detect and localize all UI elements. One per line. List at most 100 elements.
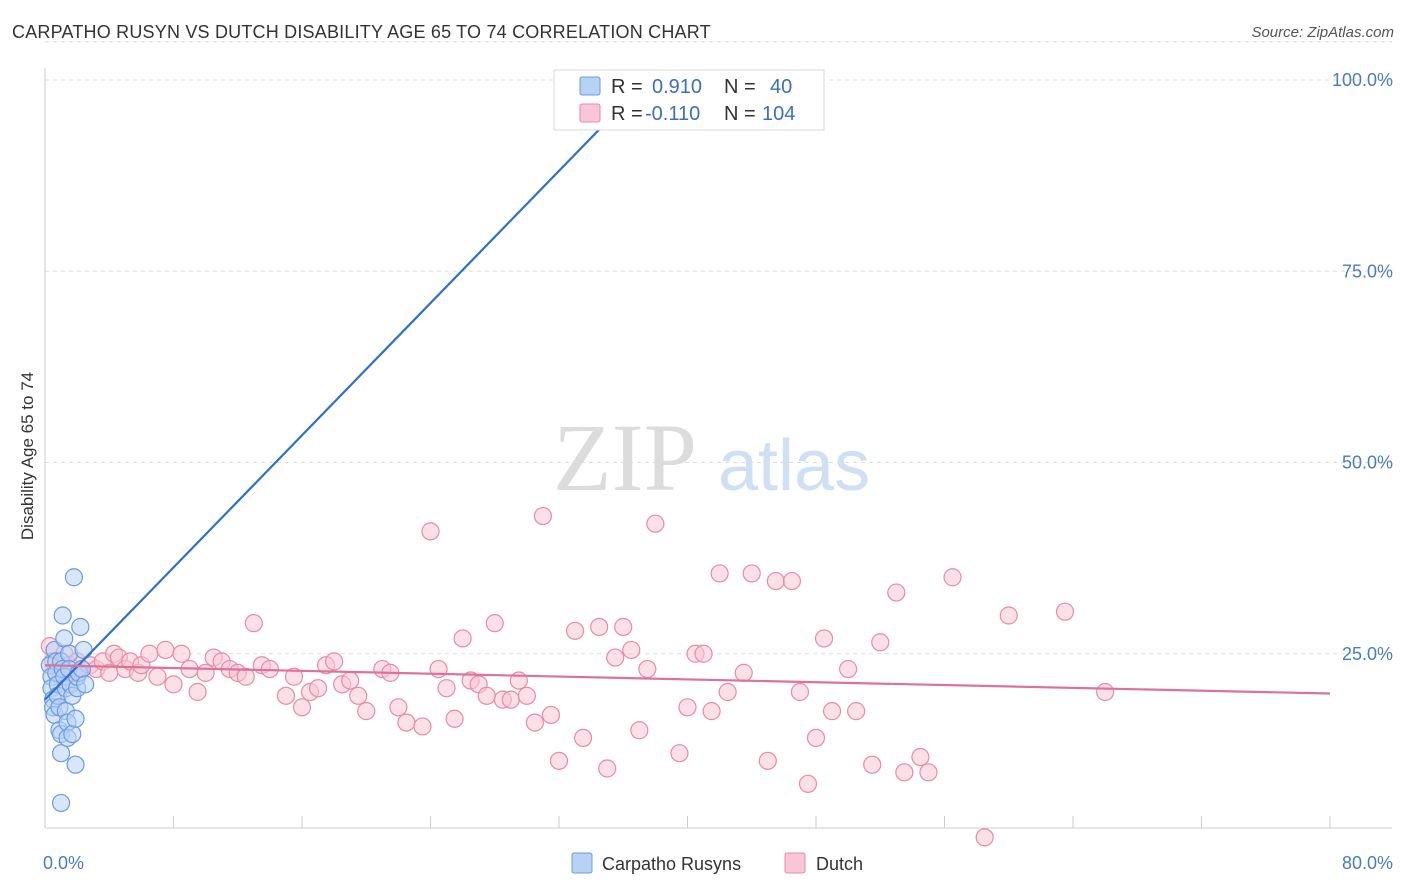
dutch-point <box>782 571 802 591</box>
dutch-point <box>292 698 312 717</box>
carpatho-rusyn-point <box>55 629 74 648</box>
y-tick-label: 25.0% <box>1342 644 1393 664</box>
dutch-point <box>477 686 496 705</box>
dutch-point <box>638 659 657 679</box>
dutch-point <box>895 763 914 782</box>
dutch-point <box>565 621 585 640</box>
dutch-point <box>694 644 713 663</box>
y-tick-label: 50.0% <box>1342 453 1393 473</box>
dutch-point <box>413 717 432 736</box>
dutch-point <box>453 629 472 648</box>
carpatho-rusyn-point <box>66 755 85 774</box>
dutch-point <box>1055 602 1075 621</box>
dutch-point <box>244 614 263 633</box>
y-tick-label: 75.0% <box>1342 261 1393 281</box>
legend-label-dutch: Dutch <box>816 854 863 874</box>
dutch-point <box>670 744 689 763</box>
carpatho-rusyn-point <box>51 793 71 813</box>
legend-swatch-dutch <box>579 103 601 123</box>
dutch-point <box>397 713 416 732</box>
dutch-point <box>445 709 464 728</box>
dutch-point <box>839 659 858 679</box>
dutch-point <box>975 828 994 847</box>
dutch-point <box>140 644 159 663</box>
dutch-point <box>999 606 1018 625</box>
dutch-point <box>710 564 729 583</box>
dutch-point <box>606 648 625 667</box>
correlation-legend: R = 0.910 N = 40 R = -0.110 N = 104 <box>553 69 825 131</box>
dutch-point <box>678 698 697 717</box>
dutch-point <box>541 705 561 725</box>
legend-r-value: 0.910 <box>652 76 702 98</box>
dutch-point <box>156 640 175 660</box>
series-legend: Carpatho Rusyns Dutch <box>571 852 863 874</box>
carpatho-rusyn-point <box>71 617 90 637</box>
chart-title: CARPATHO RUSYN VS DUTCH DISABILITY AGE 6… <box>12 22 711 42</box>
dutch-point <box>871 633 890 652</box>
carpatho-rusyn-point <box>76 675 95 694</box>
dutch-point <box>742 564 761 583</box>
watermark-zip: ZIP <box>553 404 697 511</box>
dutch-point <box>822 702 842 721</box>
dutch-point <box>863 755 882 774</box>
legend-swatch-dutch <box>784 852 806 874</box>
trend-lines <box>44 79 1331 701</box>
carpatho-rusyn-point <box>64 568 84 587</box>
dutch-point <box>887 583 906 602</box>
dutch-point <box>598 759 617 778</box>
legend-swatch-carpatho-rusyns <box>571 852 593 874</box>
dutch-point <box>814 629 834 648</box>
legend-label-carpatho-rusyns: Carpatho Rusyns <box>602 854 741 874</box>
dutch-point <box>718 682 737 702</box>
watermark-atlas: atlas <box>718 426 870 506</box>
x-tick-label: 80.0% <box>1342 853 1393 873</box>
carpatho-rusyn-point <box>51 744 71 763</box>
grid-lines <box>45 41 1392 655</box>
carpatho-rusyn-point <box>74 640 93 660</box>
dutch-point <box>188 682 207 702</box>
dutch-point <box>702 702 721 721</box>
watermark: ZIP atlas <box>553 404 870 511</box>
dutch-point <box>308 679 328 698</box>
dutch-point <box>646 514 665 533</box>
dutch-point <box>357 702 376 721</box>
dutch-point <box>517 686 536 705</box>
dutch-point <box>236 667 255 686</box>
dutch-point <box>806 728 826 748</box>
dutch-point <box>919 763 938 782</box>
legend-swatch-carpatho-rusyns <box>579 76 601 96</box>
dutch-point <box>485 614 504 633</box>
legend-n-label: N = <box>724 103 756 125</box>
dutch-point <box>389 698 408 717</box>
carpatho-rusyn-point <box>63 724 82 744</box>
y-tick-label: 100.0% <box>1332 70 1393 90</box>
dutch-point <box>798 774 818 793</box>
legend-n-value: 40 <box>770 76 792 98</box>
dutch-point <box>630 721 649 740</box>
dutch-point <box>549 751 569 770</box>
legend-n-value: 104 <box>762 103 795 125</box>
dutch-point <box>196 663 215 682</box>
dutch-point <box>164 675 183 694</box>
dutch-trend-line <box>44 664 1331 695</box>
dutch-point <box>911 747 930 767</box>
dutch-point <box>758 751 777 770</box>
carpatho-rusyn-points <box>40 568 95 813</box>
carpatho-rusyn-point <box>66 709 85 728</box>
dutch-point <box>790 682 810 702</box>
carpatho-rusyn-trend-line <box>44 79 649 701</box>
dutch-point <box>325 652 344 671</box>
legend-r-value: -0.110 <box>645 103 700 125</box>
dutch-point <box>172 644 191 663</box>
source-label: Source: ZipAtlas.com <box>1251 24 1394 41</box>
x-tick-label: 0.0% <box>43 853 84 873</box>
dutch-point <box>1096 682 1115 702</box>
dutch-point <box>437 679 456 698</box>
carpatho-rusyn-point <box>53 606 72 625</box>
dutch-point <box>573 728 593 748</box>
dutch-point <box>847 702 866 721</box>
tick-labels: 25.0% 50.0% 75.0% 100.0% 0.0% 80.0% <box>43 70 1393 873</box>
dutch-point <box>590 617 609 637</box>
dutch-point <box>276 686 296 705</box>
